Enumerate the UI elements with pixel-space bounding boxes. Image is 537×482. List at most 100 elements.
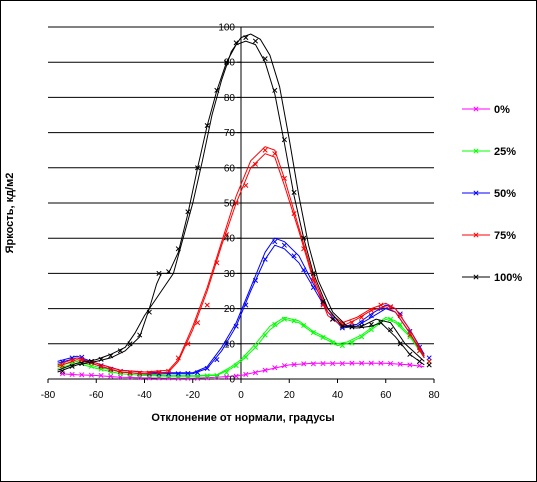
data-point	[195, 320, 201, 326]
data-point	[330, 340, 336, 346]
x-tick-label: -20	[186, 390, 201, 401]
y-tick-label: 70	[224, 128, 236, 139]
data-point	[79, 372, 85, 378]
data-point	[88, 358, 94, 364]
data-point	[339, 343, 345, 349]
y-axis-title: Яркость, кд/м2	[4, 173, 16, 254]
data-point	[349, 324, 355, 330]
data-point	[252, 370, 259, 376]
data-point	[473, 106, 479, 112]
data-point	[416, 358, 423, 364]
data-point	[272, 151, 278, 157]
y-tick-label: 20	[224, 304, 236, 315]
data-point	[156, 375, 162, 381]
data-point	[175, 355, 181, 361]
data-point	[291, 211, 297, 217]
data-point	[166, 368, 172, 374]
legend-item: 75%	[462, 230, 516, 242]
data-point	[185, 370, 191, 376]
data-point	[146, 309, 152, 315]
legend-label: 75%	[494, 230, 516, 242]
data-point	[175, 246, 181, 252]
data-point	[291, 318, 297, 324]
data-point	[301, 235, 307, 241]
series-line	[57, 146, 425, 373]
data-point	[473, 148, 479, 154]
data-point	[98, 372, 104, 379]
data-point	[310, 329, 316, 336]
y-tick-label: 60	[224, 163, 236, 174]
data-point	[301, 267, 307, 273]
data-point	[79, 356, 85, 362]
data-point	[359, 334, 365, 340]
data-point	[378, 360, 384, 366]
x-tick-label: 60	[380, 390, 392, 401]
data-point	[301, 246, 307, 252]
data-point	[185, 375, 191, 381]
data-point	[291, 253, 297, 259]
data-point	[359, 360, 365, 366]
data-point	[233, 363, 239, 369]
data-point	[233, 200, 239, 206]
data-point	[407, 351, 413, 357]
data-point	[59, 368, 66, 374]
data-point	[59, 363, 66, 369]
data-point	[407, 332, 413, 338]
y-tick-label: 90	[224, 58, 236, 69]
data-point	[349, 360, 355, 366]
data-point	[416, 363, 423, 369]
data-point	[204, 123, 210, 129]
data-point	[137, 332, 143, 338]
data-point	[473, 190, 479, 196]
data-point	[368, 327, 374, 333]
data-point	[272, 87, 278, 93]
data-point	[262, 256, 268, 262]
data-point	[330, 360, 336, 367]
data-point	[243, 302, 249, 308]
data-point	[281, 363, 287, 369]
x-axis-title: Отклонение от нормали, градусы	[151, 412, 334, 424]
data-point	[349, 320, 355, 326]
data-point	[195, 165, 201, 171]
data-point	[79, 360, 85, 367]
data-point	[281, 242, 287, 248]
data-point	[388, 316, 394, 322]
data-point	[195, 375, 201, 381]
data-point	[156, 270, 162, 276]
series-line	[57, 318, 425, 377]
x-tick-label: 80	[428, 390, 440, 401]
data-point	[117, 348, 123, 354]
series-75pct	[57, 146, 432, 376]
data-point	[281, 175, 287, 181]
y-tick-label: 50	[224, 199, 236, 210]
curves	[57, 33, 432, 381]
data-point	[301, 361, 307, 367]
y-tick-label: 10	[224, 339, 236, 350]
data-point	[214, 372, 220, 379]
data-point	[195, 370, 201, 376]
x-tick-label: 20	[284, 390, 296, 401]
data-point	[233, 373, 239, 379]
legend-label: 50%	[494, 188, 516, 200]
data-point	[243, 354, 249, 360]
data-point	[88, 360, 94, 366]
data-point	[407, 362, 413, 368]
data-point	[243, 371, 249, 377]
data-point	[204, 365, 210, 371]
data-point	[98, 356, 104, 362]
data-point	[252, 161, 259, 167]
legend-item: 25%	[462, 146, 516, 158]
data-point	[214, 357, 220, 363]
data-point	[388, 327, 394, 333]
data-point	[175, 375, 181, 381]
data-point	[108, 367, 114, 373]
data-point	[127, 341, 133, 347]
data-point	[320, 299, 326, 305]
data-point	[252, 277, 259, 283]
data-point	[339, 323, 345, 329]
data-point	[88, 372, 94, 378]
legend-label: 0%	[494, 104, 510, 116]
data-point	[233, 40, 239, 46]
data-point	[262, 367, 268, 373]
data-point	[69, 358, 75, 364]
